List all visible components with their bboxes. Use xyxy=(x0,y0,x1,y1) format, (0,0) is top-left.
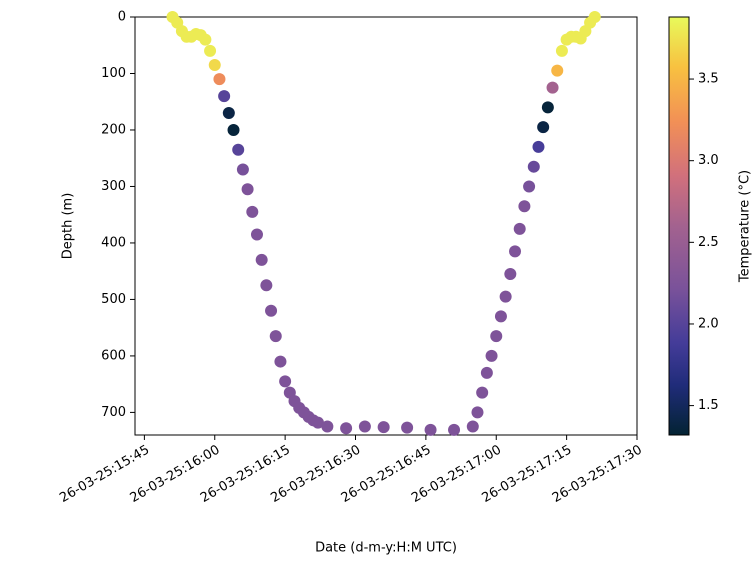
point xyxy=(232,143,245,156)
point xyxy=(236,163,249,176)
point xyxy=(250,228,263,241)
point xyxy=(218,90,231,103)
plot-frame xyxy=(134,16,638,436)
point xyxy=(208,59,221,72)
point xyxy=(527,160,540,173)
point xyxy=(269,330,282,343)
point xyxy=(532,140,545,153)
point xyxy=(537,121,550,134)
point xyxy=(541,101,554,114)
point xyxy=(504,268,517,281)
point xyxy=(476,386,489,399)
point xyxy=(471,406,484,419)
point xyxy=(199,33,212,46)
point xyxy=(222,107,235,120)
colorbar xyxy=(668,16,690,436)
point xyxy=(241,183,254,196)
y-tick-label: 600 xyxy=(101,348,126,363)
point xyxy=(255,253,268,266)
point xyxy=(494,310,507,323)
point xyxy=(377,421,390,434)
point xyxy=(555,44,568,57)
colorbar-tick-label: 2.0 xyxy=(698,316,719,331)
x-axis-label: Date (d-m-y:H:M UTC) xyxy=(315,541,457,556)
point xyxy=(513,222,526,235)
colorbar-tick-label: 1.5 xyxy=(698,398,719,413)
point xyxy=(523,180,536,193)
point xyxy=(448,423,461,436)
point xyxy=(246,205,259,218)
point xyxy=(480,366,493,379)
point xyxy=(358,420,371,433)
point xyxy=(279,375,292,388)
point xyxy=(213,73,226,86)
y-tick-label: 700 xyxy=(101,405,126,420)
point xyxy=(321,420,334,433)
y-tick-label: 100 xyxy=(101,66,126,81)
y-tick-label: 200 xyxy=(101,122,126,137)
point xyxy=(490,330,503,343)
point xyxy=(551,64,564,77)
point xyxy=(466,420,479,433)
colorbar-label: Temperature (°C) xyxy=(738,170,753,283)
colorbar-tick-label: 3.0 xyxy=(698,153,719,168)
point xyxy=(518,200,531,213)
colorbar-tick-label: 3.5 xyxy=(698,72,719,87)
point xyxy=(546,81,559,94)
point xyxy=(204,44,217,57)
point xyxy=(401,421,414,434)
point xyxy=(340,422,353,435)
y-tick-label: 500 xyxy=(101,292,126,307)
point xyxy=(485,349,498,362)
point xyxy=(424,423,437,436)
point xyxy=(499,290,512,303)
point xyxy=(227,123,240,136)
point xyxy=(311,416,324,429)
y-tick-label: 0 xyxy=(118,10,126,25)
point xyxy=(265,304,278,317)
point xyxy=(260,279,273,292)
point xyxy=(588,11,601,23)
point xyxy=(274,355,287,368)
point xyxy=(509,245,522,258)
y-axis-label: Depth (m) xyxy=(61,193,76,260)
y-tick-label: 300 xyxy=(101,179,126,194)
colorbar-tick-label: 2.5 xyxy=(698,235,719,250)
y-tick-label: 400 xyxy=(101,235,126,250)
